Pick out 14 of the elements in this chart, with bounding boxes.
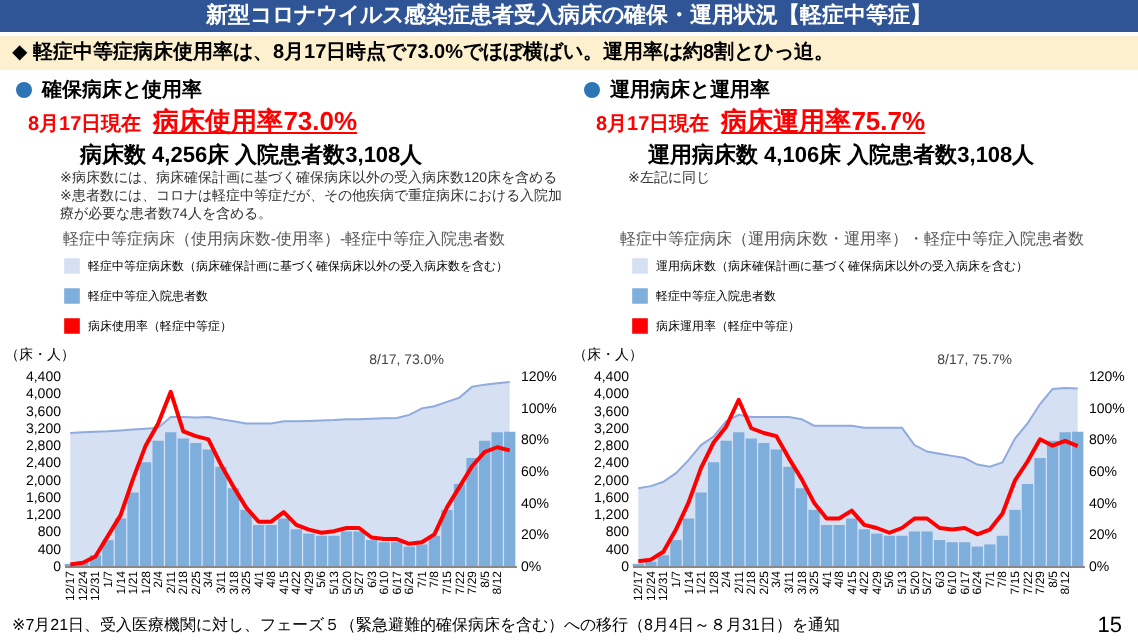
text: 病床数 4,256床 入院患者数3,108人 xyxy=(80,141,425,170)
chart-title: 軽症中等症病床（使用病床数-使用率）-軽症中等症入院患者数 xyxy=(60,228,508,250)
text: 運用病床数 4,106床 入院患者数3,108人 xyxy=(648,141,1037,170)
text: ◆ 軽症中等症病床使用率は、8月17日時点で73.0%でほぼ横ばい。運用率は約8割とひっ迫。 xyxy=(0,36,1138,70)
text: 新型コロナウイルス感染症患者受入病床の確保・運用状況【軽症中等症】 xyxy=(0,0,1138,32)
text: 確保病床と使用率 xyxy=(39,76,204,104)
text: ※7月21日、受入医療機関に対し、フェーズ５（緊急避難的確保病床を含む）への移行（8月4日～８月31日）を通知 xyxy=(12,614,840,636)
text: 病床運用率75.7% xyxy=(721,106,926,136)
text: 8月17日現在 xyxy=(596,114,710,136)
text: 8月17日現在 xyxy=(28,114,142,136)
text: 運用病床と運用率 xyxy=(608,76,772,104)
text: 15 xyxy=(1097,614,1122,638)
chart-title: 軽症中等症病床（運用病床数・運用率）・軽症中等症入院患者数 xyxy=(618,228,1086,250)
text: 病床使用率73.0% xyxy=(153,106,358,136)
